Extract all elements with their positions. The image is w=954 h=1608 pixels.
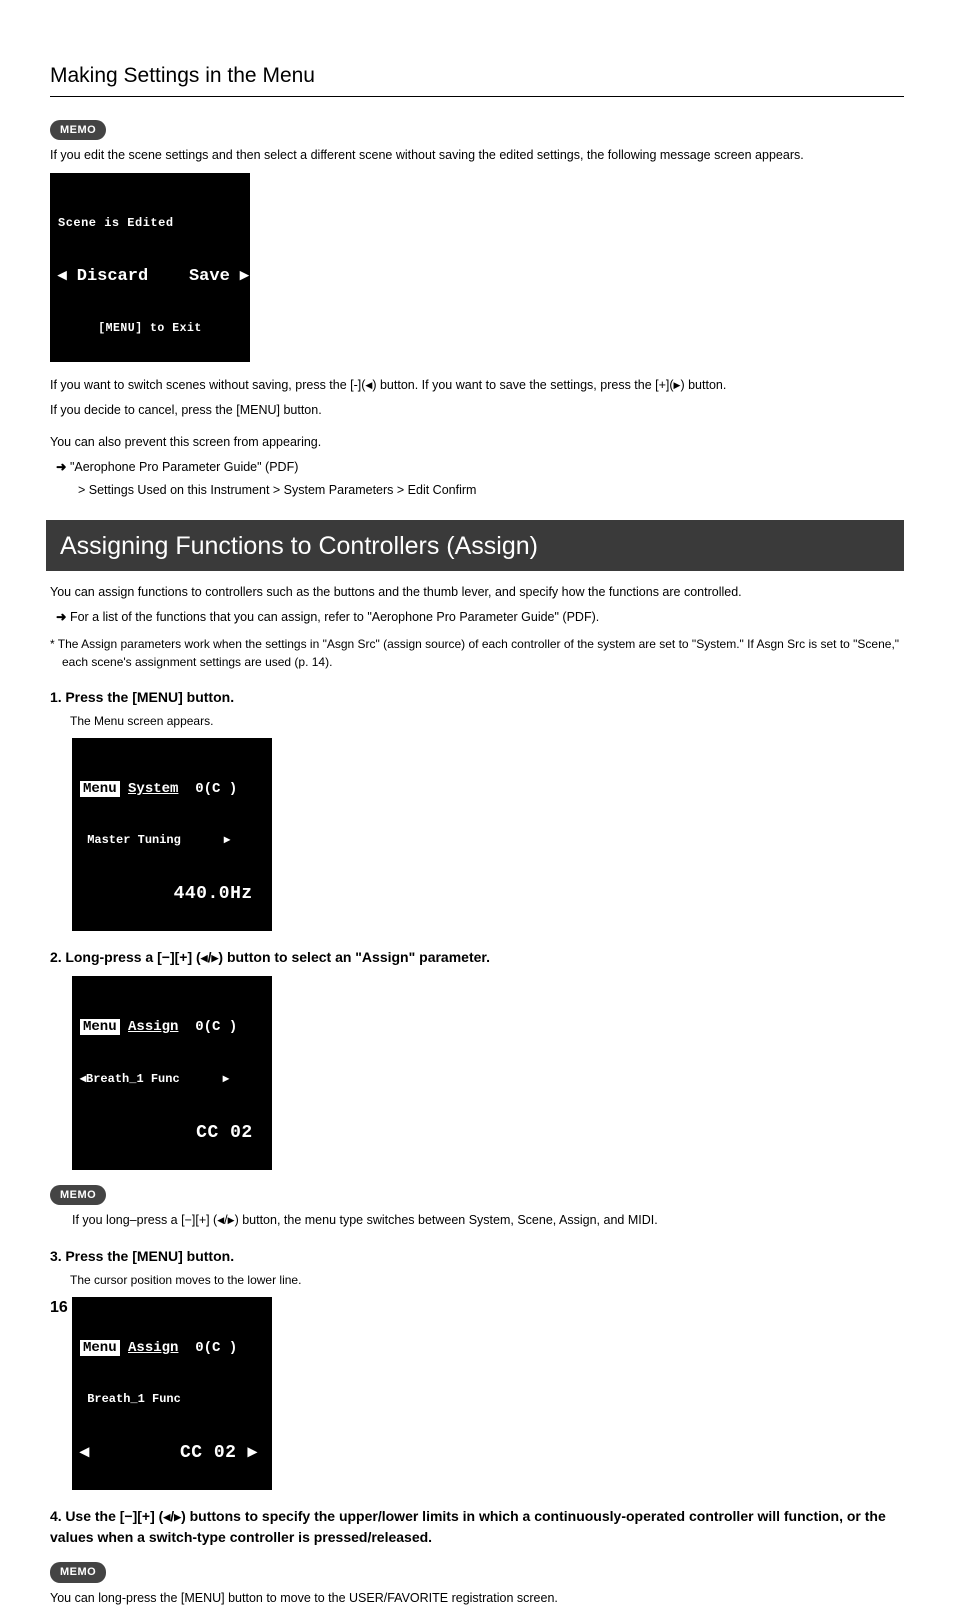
lcd-line: Menu Assign 0(C ): [80, 1019, 264, 1037]
body-text: If you want to switch scenes without sav…: [50, 376, 904, 395]
memo-badge: MEMO: [50, 120, 106, 141]
lcd-menu-assign-cursor: Menu Assign 0(C ) Breath_1 Func ◂ CC 02 …: [72, 1297, 272, 1491]
lcd-line: ◂ Discard Save ▸: [58, 266, 242, 287]
lcd-scene-edited: Scene is Edited ◂ Discard Save ▸ [MENU] …: [50, 173, 250, 362]
step-number: 2.: [50, 949, 62, 965]
lcd-line: Master Tuning ▸: [80, 833, 264, 848]
lcd-line: Menu System 0(C ): [80, 781, 264, 799]
step-3: 3. Press the [MENU] button.: [50, 1246, 904, 1267]
triangle-left-icon: [163, 1508, 170, 1524]
lcd-value: ◂ CC 02 ▸: [80, 1442, 264, 1465]
triangle-right-icon: [228, 1213, 235, 1227]
lcd-line: [MENU] to Exit: [58, 322, 242, 336]
footnote: * The Assign parameters work when the se…: [50, 635, 904, 671]
step-number: 4.: [50, 1508, 62, 1524]
step-instruction: Press the [MENU] button.: [65, 1248, 234, 1264]
triangle-left-icon: [201, 949, 208, 965]
step-number: 3.: [50, 1248, 62, 1264]
lcd-line: Menu Assign 0(C ): [80, 1340, 264, 1358]
memo-text: If you long–press a [−][+] (/) button, t…: [72, 1211, 904, 1230]
lcd-save: Save: [189, 267, 230, 286]
lcd-value: 440.0Hz: [80, 883, 264, 906]
page-number: 16: [50, 1296, 68, 1320]
lcd-line: Breath_1 Func: [80, 1392, 264, 1407]
section-title: Making Settings in the Menu: [50, 60, 904, 92]
intro-text: You can assign functions to controllers …: [50, 583, 904, 602]
reference-link: "Aerophone Pro Parameter Guide" (PDF): [56, 458, 904, 477]
step-1: 1. Press the [MENU] button.: [50, 687, 904, 708]
lcd-line: Scene is Edited: [58, 216, 242, 231]
body-text: You can also prevent this screen from ap…: [50, 433, 904, 452]
step-instruction: Use the [−][+] (/) buttons to specify th…: [50, 1508, 886, 1545]
body-text: If you decide to cancel, press the [MENU…: [50, 401, 904, 420]
step-instruction: Press the [MENU] button.: [65, 689, 234, 705]
step-number: 1.: [50, 689, 62, 705]
step-instruction: Long-press a [−][+] (/) button to select…: [65, 949, 490, 965]
memo-badge: MEMO: [50, 1562, 106, 1583]
step-2: 2. Long-press a [−][+] (/) button to sel…: [50, 947, 904, 968]
lcd-menu-system: Menu System 0(C ) Master Tuning ▸ 440.0H…: [72, 738, 272, 932]
lcd-line: ◂Breath_1 Func ▸: [80, 1072, 264, 1087]
reference-link: For a list of the functions that you can…: [56, 608, 904, 627]
lcd-discard: Discard: [77, 267, 148, 286]
step-sub: The Menu screen appears.: [70, 712, 904, 730]
section-rule: [50, 96, 904, 97]
step-4: 4. Use the [−][+] (/) buttons to specify…: [50, 1506, 904, 1548]
triangle-right-icon: [174, 1508, 181, 1524]
memo-text: If you edit the scene settings and then …: [50, 146, 904, 165]
step-sub: The cursor position moves to the lower l…: [70, 1271, 904, 1289]
memo-text: You can long-press the [MENU] button to …: [50, 1589, 904, 1608]
lcd-value: CC 02: [80, 1122, 264, 1145]
memo-badge: MEMO: [50, 1185, 106, 1206]
section-heading: Assigning Functions to Controllers (Assi…: [46, 520, 904, 572]
reference-sub: > Settings Used on this Instrument > Sys…: [78, 481, 904, 500]
lcd-menu-assign: Menu Assign 0(C ) ◂Breath_1 Func ▸ CC 02: [72, 976, 272, 1170]
